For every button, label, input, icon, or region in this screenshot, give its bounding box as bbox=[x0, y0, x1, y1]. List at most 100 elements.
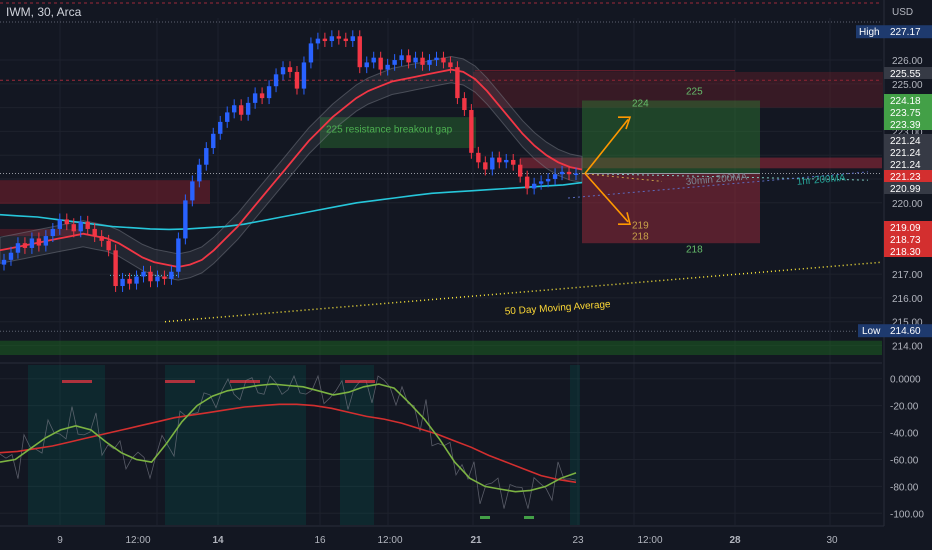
candle-body bbox=[517, 164, 523, 177]
candle-body bbox=[252, 93, 258, 103]
resistance-zone bbox=[473, 71, 883, 108]
candle-body bbox=[190, 181, 195, 201]
price-tag-value: 221.24 bbox=[890, 136, 921, 147]
price-tag-bg bbox=[884, 106, 932, 118]
price-tag-bg bbox=[884, 134, 932, 146]
price-tag-bg bbox=[884, 170, 932, 182]
price-tag-value: 221.24 bbox=[890, 148, 921, 159]
candle-body bbox=[364, 62, 369, 68]
price-tag-value: 225.55 bbox=[890, 69, 921, 80]
candle-body bbox=[259, 93, 265, 99]
osc-green-markers bbox=[480, 516, 490, 519]
price-tick-label: 215.00 bbox=[892, 318, 923, 329]
time-tick-label: 9 bbox=[57, 535, 63, 546]
candle-body bbox=[1, 259, 7, 265]
price-tag-bg bbox=[884, 182, 932, 194]
price-tick-label: 220.00 bbox=[892, 199, 923, 210]
candle-body bbox=[287, 67, 293, 72]
symbol-title[interactable]: IWM, 30, Arca bbox=[6, 5, 82, 19]
candle-body bbox=[148, 271, 153, 282]
annotation-label: 30min 200MA bbox=[685, 172, 748, 188]
fast-average-line bbox=[0, 68, 583, 268]
candle-body bbox=[134, 276, 139, 284]
grid-lines bbox=[0, 2, 932, 527]
candle-body bbox=[99, 236, 104, 241]
bottom-band bbox=[0, 340, 882, 355]
low-tag-value: 214.60 bbox=[890, 326, 921, 337]
candle-body bbox=[315, 38, 321, 44]
candle-body bbox=[469, 110, 474, 153]
osc-green-markers bbox=[524, 516, 534, 519]
price-tag-bg bbox=[884, 158, 932, 170]
price-tag-bg bbox=[884, 146, 932, 158]
candle-body bbox=[420, 57, 425, 65]
slow-average-line bbox=[0, 181, 583, 231]
candle-body bbox=[169, 271, 174, 279]
candle-body bbox=[50, 228, 56, 237]
candle-body bbox=[127, 278, 132, 284]
candle-body bbox=[573, 173, 579, 176]
projection-dotted bbox=[581, 173, 663, 182]
price-tag-value: 221.24 bbox=[890, 160, 921, 171]
candle-body bbox=[29, 238, 35, 248]
candle-body bbox=[434, 57, 439, 61]
annotation-label: 225 bbox=[686, 87, 703, 98]
osc-red-markers bbox=[230, 380, 260, 383]
candle-body bbox=[343, 38, 349, 42]
series-lines bbox=[0, 68, 883, 323]
candle-body bbox=[231, 105, 237, 113]
time-tick-label: 28 bbox=[729, 535, 741, 546]
candle-body bbox=[552, 174, 558, 179]
candle-body bbox=[78, 221, 83, 232]
candle-body bbox=[294, 71, 300, 89]
price-tag-value: 218.30 bbox=[890, 247, 921, 258]
candle-body bbox=[155, 276, 160, 282]
osc-tick-label: -20.00 bbox=[890, 402, 919, 413]
candle-body bbox=[406, 55, 411, 63]
candle-body bbox=[504, 159, 509, 163]
annotation-label: 218 bbox=[632, 232, 649, 243]
price-tag-value: 223.39 bbox=[890, 120, 921, 131]
time-tick-label: 16 bbox=[314, 535, 326, 546]
price-tick-label: 216.00 bbox=[892, 294, 923, 305]
candle-body bbox=[106, 240, 111, 251]
price-tag-bg bbox=[884, 221, 932, 233]
candle-body bbox=[64, 219, 69, 225]
price-tag-value: 224.18 bbox=[890, 96, 921, 107]
oscillator-fast-line bbox=[0, 383, 577, 493]
target-short-zone bbox=[582, 173, 760, 244]
annotation-label: 1hr 200MA bbox=[796, 173, 846, 188]
arrow-up-head bbox=[618, 116, 632, 130]
price-tick-label: 214.00 bbox=[892, 341, 923, 352]
time-tick-label: 12:00 bbox=[637, 535, 662, 546]
candle-body bbox=[545, 178, 551, 182]
oscillator-slow-line bbox=[0, 403, 577, 484]
candle-body bbox=[85, 221, 90, 229]
high-tag-bg bbox=[884, 25, 932, 39]
osc-shade bbox=[165, 365, 306, 525]
zone-small bbox=[0, 228, 80, 237]
candle-body bbox=[531, 183, 537, 189]
osc-red-markers bbox=[62, 380, 92, 383]
candle-body bbox=[218, 121, 223, 134]
candle-body bbox=[8, 252, 14, 260]
candle-body bbox=[490, 157, 495, 170]
candle-body bbox=[113, 250, 118, 287]
osc-shade bbox=[340, 365, 374, 525]
candle-body bbox=[385, 64, 390, 70]
osc-tick-label: -40.00 bbox=[890, 429, 919, 440]
price-tick-label: 226.00 bbox=[892, 56, 923, 67]
high-label-bg bbox=[856, 25, 884, 39]
candle-body bbox=[225, 112, 230, 122]
price-axis: USD226.00225.00224.00223.00222.00221.002… bbox=[856, 0, 932, 550]
candle-body bbox=[57, 219, 63, 229]
candle-body bbox=[559, 171, 565, 175]
price-tag-value: 220.99 bbox=[890, 184, 921, 195]
candle-body bbox=[211, 133, 216, 149]
time-tick-label: 14 bbox=[212, 535, 224, 546]
osc-shade bbox=[570, 365, 580, 525]
candle-body bbox=[141, 271, 146, 277]
target-long-zone bbox=[582, 100, 760, 174]
price-tag-bg bbox=[884, 118, 932, 130]
